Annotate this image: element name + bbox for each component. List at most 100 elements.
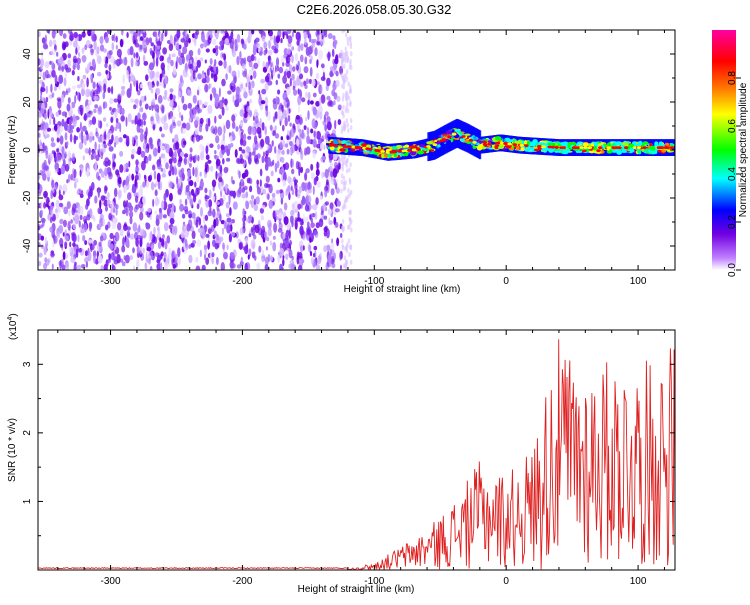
noise-speckle <box>329 202 334 211</box>
noise-speckle <box>225 73 228 81</box>
noise-speckle <box>282 139 286 148</box>
noise-speckle <box>76 57 81 65</box>
noise-speckle <box>71 152 75 162</box>
noise-speckle <box>131 119 135 125</box>
noise-speckle <box>321 171 324 179</box>
noise-speckle <box>291 54 294 64</box>
noise-speckle <box>186 54 190 61</box>
noise-speckle <box>169 125 173 133</box>
noise-speckle <box>136 181 138 190</box>
spectrogram-x-axis-label: Height of straight line (km) <box>344 284 461 295</box>
noise-speckle <box>216 205 220 212</box>
noise-speckle <box>115 169 120 176</box>
noise-speckle <box>175 40 180 50</box>
signal-speckle <box>649 142 653 147</box>
noise-speckle <box>149 265 153 270</box>
noise-speckle <box>211 87 217 94</box>
noise-speckle <box>226 148 230 157</box>
signal-peak <box>606 146 611 150</box>
noise-speckle <box>267 49 273 55</box>
noise-speckle <box>203 171 207 179</box>
noise-speckle <box>50 250 55 255</box>
noise-speckle <box>293 200 299 209</box>
noise-speckle <box>280 136 284 141</box>
noise-speckle <box>82 155 85 161</box>
signal-peak <box>468 138 474 142</box>
noise-speckle <box>295 188 298 197</box>
noise-speckle <box>155 71 160 78</box>
noise-speckle <box>148 105 152 111</box>
x-tick-label: 0 <box>503 576 509 587</box>
signal-speckle <box>429 149 435 152</box>
noise-speckle <box>50 83 53 93</box>
signal-speckle <box>460 138 465 142</box>
noise-speckle <box>121 245 126 253</box>
noise-speckle <box>163 155 167 164</box>
noise-speckle <box>45 97 49 103</box>
noise-speckle <box>258 90 261 95</box>
noise-speckle <box>88 239 93 244</box>
noise-speckle <box>316 181 321 188</box>
snr-series-line <box>38 339 675 570</box>
signal-peak <box>412 148 417 152</box>
noise-speckle <box>104 62 108 69</box>
noise-speckle <box>266 145 270 149</box>
noise-speckle <box>74 94 77 104</box>
noise-speckle <box>264 126 267 136</box>
noise-speckle <box>97 207 101 215</box>
noise-speckle <box>330 242 335 250</box>
noise-speckle <box>207 240 211 250</box>
noise-speckle <box>223 59 227 69</box>
noise-speckle <box>133 52 136 59</box>
noise-speckle <box>243 185 248 191</box>
noise-speckle <box>289 77 292 87</box>
noise-speckle <box>169 88 174 93</box>
noise-speckle <box>213 218 217 229</box>
noise-speckle <box>85 261 88 268</box>
noise-speckle <box>47 215 51 221</box>
noise-speckle <box>48 153 53 162</box>
noise-speckle <box>258 30 263 35</box>
signal-speckle <box>621 142 628 146</box>
noise-speckle <box>341 125 344 131</box>
noise-speckle <box>308 189 312 194</box>
noise-speckle <box>115 44 118 50</box>
noise-speckle <box>80 264 86 269</box>
noise-speckle <box>282 124 285 132</box>
noise-speckle <box>288 192 291 201</box>
noise-speckle <box>199 171 202 177</box>
noise-speckle <box>205 123 209 132</box>
noise-speckle <box>133 104 137 110</box>
noise-speckle <box>69 247 72 253</box>
x-tick-label: -100 <box>364 276 384 287</box>
noise-speckle <box>341 166 344 172</box>
noise-speckle <box>111 42 115 51</box>
noise-speckle <box>261 122 265 131</box>
noise-speckle <box>316 59 319 68</box>
noise-speckle <box>192 95 197 104</box>
noise-speckle <box>108 172 113 180</box>
noise-speckle <box>139 30 142 35</box>
noise-speckle <box>286 109 289 117</box>
noise-speckle <box>304 147 308 156</box>
noise-speckle <box>177 178 182 187</box>
noise-speckle <box>56 124 60 135</box>
noise-speckle <box>341 219 345 224</box>
noise-speckle <box>230 252 235 260</box>
noise-speckle <box>329 162 334 167</box>
noise-speckle <box>150 42 154 47</box>
noise-speckle <box>76 84 81 89</box>
noise-speckle <box>123 163 127 173</box>
noise-speckle <box>286 70 291 79</box>
noise-speckle <box>110 251 115 261</box>
noise-speckle <box>340 60 344 66</box>
noise-speckle <box>288 108 291 114</box>
noise-speckle <box>69 133 73 143</box>
noise-speckle <box>85 40 91 49</box>
noise-speckle <box>139 132 144 143</box>
noise-speckle <box>313 130 316 138</box>
noise-speckle <box>333 100 336 106</box>
noise-speckle <box>304 84 308 90</box>
noise-speckle <box>346 36 349 42</box>
